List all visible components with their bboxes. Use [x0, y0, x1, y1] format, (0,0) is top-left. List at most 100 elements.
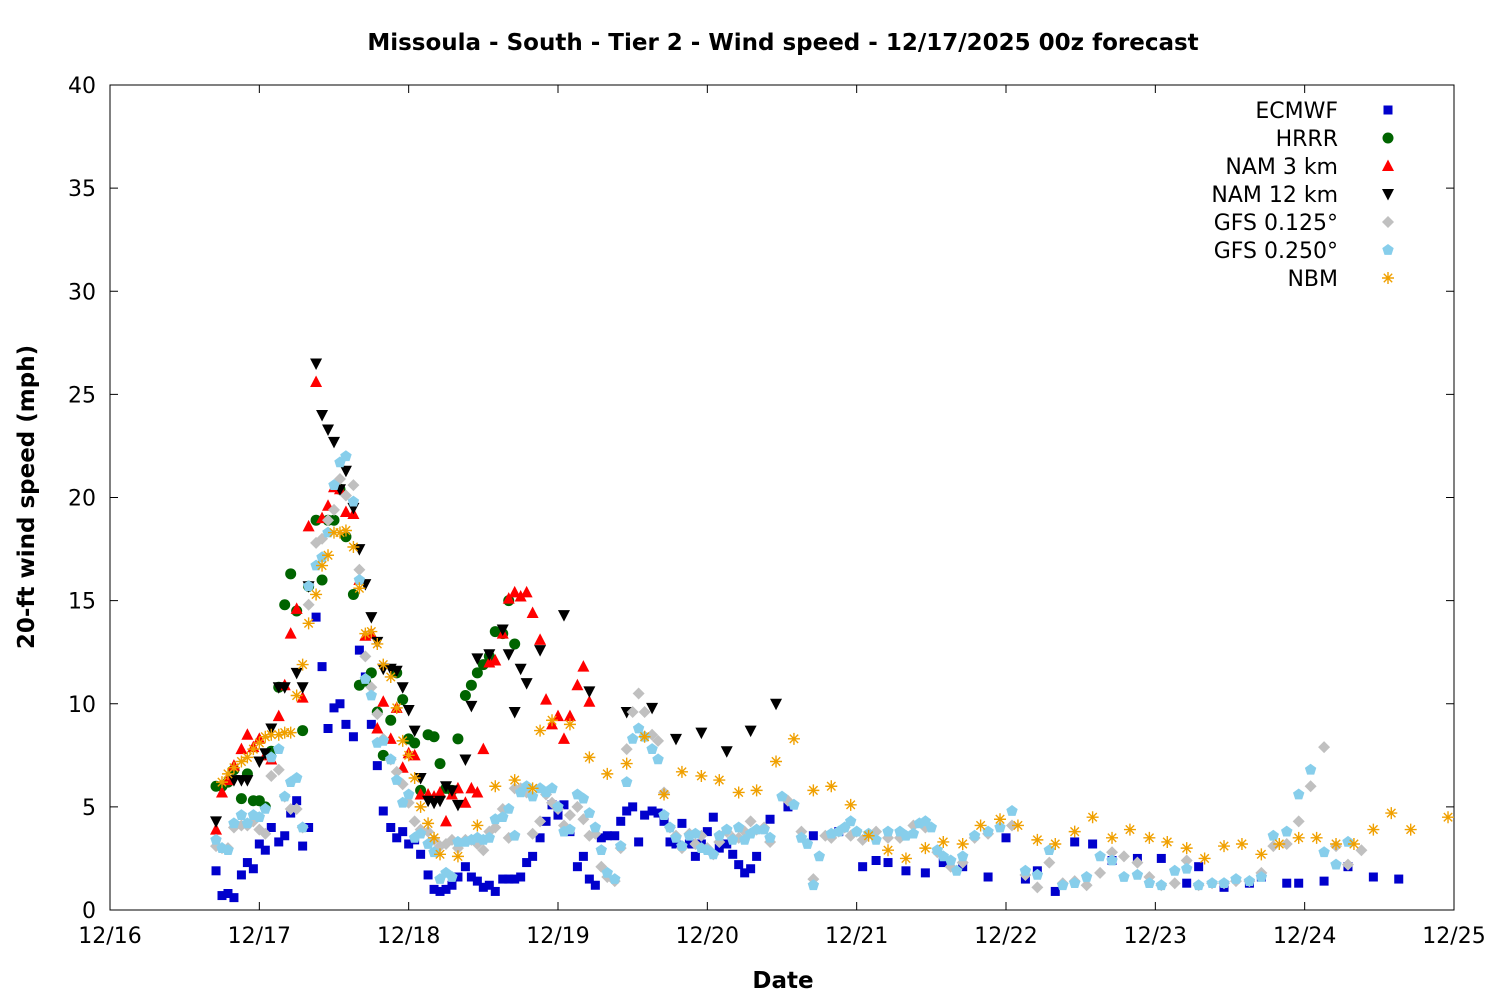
data-point — [408, 772, 421, 784]
data-point — [862, 829, 875, 842]
data-point — [787, 732, 800, 745]
data-point — [390, 665, 403, 678]
data-point — [1294, 878, 1304, 888]
data-point — [398, 827, 408, 837]
legend-marker — [1382, 244, 1394, 255]
data-point — [1442, 811, 1455, 824]
y-tick-label: 0 — [82, 899, 96, 924]
data-point — [378, 806, 388, 816]
data-point — [316, 410, 329, 422]
data-point — [1182, 878, 1192, 888]
data-point — [596, 833, 606, 843]
data-point — [504, 874, 514, 884]
data-point — [211, 866, 221, 876]
series-gfs-0-250- — [210, 450, 1354, 891]
data-point — [377, 658, 390, 671]
data-point — [1050, 886, 1060, 896]
data-point — [290, 667, 303, 680]
data-point — [483, 649, 496, 661]
data-point — [384, 670, 397, 683]
data-point — [484, 880, 494, 890]
data-point — [322, 424, 335, 436]
data-point — [1318, 741, 1331, 754]
data-point — [328, 436, 340, 449]
data-point — [509, 829, 521, 841]
data-point — [451, 850, 464, 863]
data-point — [302, 598, 315, 611]
series-nam-12-km — [210, 358, 783, 828]
data-point — [1088, 839, 1098, 849]
data-point — [403, 788, 415, 800]
data-point — [1273, 838, 1286, 850]
data-point — [540, 693, 553, 705]
data-point — [328, 503, 340, 516]
data-point — [788, 798, 800, 810]
data-point — [471, 653, 484, 665]
y-tick-label: 25 — [68, 383, 96, 408]
data-point — [423, 870, 433, 880]
data-point — [571, 678, 584, 691]
x-tick-label: 12/21 — [825, 924, 888, 949]
data-point — [695, 727, 708, 740]
data-point — [563, 709, 576, 722]
data-point — [870, 833, 882, 845]
data-point — [222, 844, 234, 855]
data-point — [795, 831, 808, 843]
data-point — [1143, 877, 1156, 888]
data-point — [1180, 842, 1193, 855]
data-point — [509, 638, 521, 650]
data-point — [296, 658, 309, 671]
y-tick-label: 15 — [68, 590, 96, 615]
data-point — [422, 817, 435, 830]
data-point — [526, 606, 539, 618]
data-point — [652, 734, 665, 747]
data-point — [1293, 788, 1305, 800]
data-point — [235, 793, 247, 805]
data-point — [677, 818, 687, 828]
legend-label: NBM — [1287, 267, 1338, 292]
data-point — [335, 699, 345, 709]
data-point — [235, 809, 248, 820]
data-point — [746, 864, 756, 874]
data-point — [273, 743, 285, 754]
data-point — [266, 823, 276, 832]
data-point — [563, 809, 576, 822]
data-point — [1001, 833, 1011, 843]
data-point — [302, 580, 315, 591]
data-point — [397, 694, 409, 706]
data-point — [1292, 831, 1305, 844]
data-point — [1367, 823, 1380, 836]
data-point — [348, 732, 358, 742]
data-point — [477, 742, 490, 755]
legend-marker — [1382, 159, 1394, 171]
data-point — [466, 872, 476, 882]
data-point — [441, 884, 451, 894]
data-point — [658, 788, 671, 801]
data-point — [292, 796, 302, 806]
data-point — [210, 816, 223, 828]
data-point — [1341, 858, 1354, 871]
data-point — [297, 725, 309, 737]
data-point — [920, 868, 930, 878]
data-point — [242, 858, 252, 868]
data-point — [658, 809, 670, 820]
data-point — [1368, 872, 1378, 882]
data-point — [508, 774, 521, 787]
data-point — [552, 800, 564, 812]
data-point — [951, 864, 963, 876]
data-point — [365, 689, 377, 701]
data-point — [316, 574, 328, 586]
data-point — [328, 479, 340, 490]
data-point — [284, 627, 297, 639]
data-point — [1118, 871, 1130, 882]
data-point — [416, 849, 426, 859]
series-gfs-0-125- — [210, 472, 1368, 894]
data-point — [404, 839, 414, 849]
data-point — [366, 719, 376, 729]
data-point — [1318, 846, 1330, 858]
data-point — [365, 612, 378, 624]
data-point — [347, 479, 360, 492]
data-point — [938, 858, 948, 868]
data-point — [583, 751, 596, 764]
data-point — [298, 841, 308, 851]
